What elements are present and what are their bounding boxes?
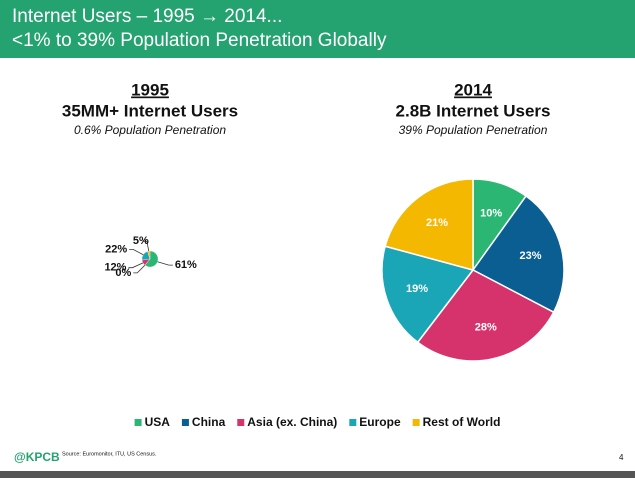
leader-line	[157, 261, 173, 266]
chart-title: 1995	[131, 80, 169, 99]
chart-subtitle: 2.8B Internet Users	[396, 101, 551, 120]
pie-slice	[416, 269, 555, 362]
legend-swatch	[349, 419, 357, 426]
footer-bar	[0, 471, 635, 478]
legend-label: China	[192, 415, 226, 429]
source: Source: Euromonitor, ITU, US Census.	[62, 451, 157, 457]
legend-swatch	[134, 419, 142, 426]
leader-line	[133, 264, 146, 274]
header-bar	[0, 0, 635, 58]
pie-slice	[471, 195, 565, 314]
chart-title: 2014	[454, 80, 492, 99]
chart-note: 39% Population Penetration	[399, 123, 548, 137]
value-label: 10%	[480, 208, 502, 220]
leader-line	[128, 262, 144, 269]
slide-subtitle: <1% to 39% Population Penetration Global…	[12, 30, 387, 51]
legend-label: Europe	[359, 415, 401, 429]
value-label: 23%	[520, 250, 542, 262]
pie-slice	[384, 178, 474, 271]
value-label: 61%	[175, 259, 197, 271]
page-number: 4	[619, 453, 624, 462]
legend-label: USA	[145, 415, 171, 429]
legend-label: Rest of World	[423, 415, 501, 429]
value-label: 19%	[406, 283, 428, 295]
value-label: 5%	[133, 235, 149, 247]
leader-line	[129, 248, 144, 256]
leader-line	[142, 240, 150, 252]
value-label: 28%	[475, 322, 497, 334]
logo: @KPCB	[14, 450, 60, 464]
legend-label: Asia (ex. China)	[247, 415, 337, 429]
pie-slice	[381, 245, 475, 344]
legend-swatch	[237, 419, 245, 426]
chart-note: 0.6% Population Penetration	[74, 123, 226, 137]
value-label: 22%	[105, 243, 127, 255]
legend-swatch	[181, 419, 189, 426]
value-label: 12%	[104, 262, 126, 274]
slide-title: Internet Users – 1995 → 2014...	[12, 6, 282, 27]
chart-subtitle: 35MM+ Internet Users	[62, 101, 238, 120]
value-label: 0%	[115, 267, 131, 279]
legend-swatch	[412, 419, 420, 426]
pie-slice	[147, 250, 151, 260]
value-label: 21%	[426, 217, 448, 229]
